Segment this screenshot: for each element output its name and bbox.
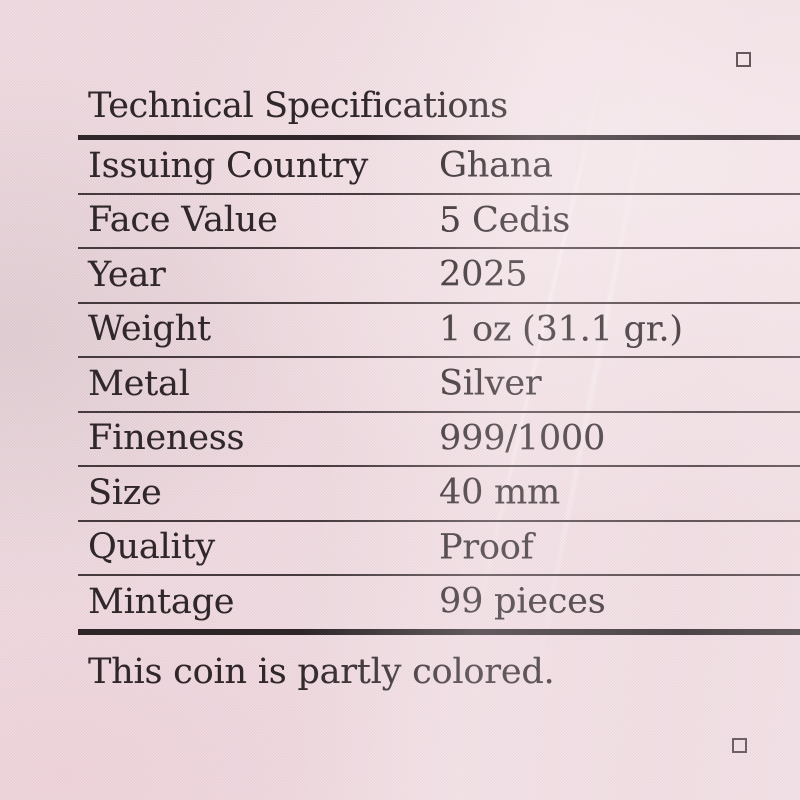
spec-table-row: Year 2025 xyxy=(78,249,800,304)
spec-label: Year xyxy=(88,254,166,295)
spec-table-row: Size 40 mm xyxy=(78,467,800,522)
spec-table-body: Issuing Country Ghana Face Value 5 Cedis… xyxy=(78,140,800,629)
square-outline-mark-icon xyxy=(736,52,751,67)
spec-value: Silver xyxy=(439,363,542,404)
spec-label: Fineness xyxy=(88,418,245,459)
spec-table: Issuing Country Ghana Face Value 5 Cedis… xyxy=(78,135,800,635)
spec-table-row: Mintage 99 pieces xyxy=(78,576,800,629)
spec-table-row: Quality Proof xyxy=(78,522,800,576)
spec-label: Metal xyxy=(88,363,190,404)
spec-label: Mintage xyxy=(88,581,235,622)
spec-table-row: Weight 1 oz (31.1 gr.) xyxy=(78,304,800,358)
spec-table-row: Fineness 999/1000 xyxy=(78,413,800,467)
spec-value: 999/1000 xyxy=(439,418,606,459)
spec-table-row: Metal Silver xyxy=(78,358,800,413)
spec-value: Proof xyxy=(439,527,534,568)
spec-label: Size xyxy=(88,472,162,513)
spec-value: 40 mm xyxy=(439,472,561,513)
spec-table-row: Issuing Country Ghana xyxy=(78,140,800,195)
spec-table-row: Face Value 5 Cedis xyxy=(78,195,800,249)
spec-value: 1 oz (31.1 gr.) xyxy=(439,309,683,350)
spec-value: 2025 xyxy=(439,254,528,295)
spec-value: Ghana xyxy=(439,145,553,186)
spec-label: Issuing Country xyxy=(88,145,369,186)
page-title: Technical Specifications xyxy=(88,86,508,126)
spec-section: Technical Specifications Issuing Country… xyxy=(78,84,800,692)
spec-value: 99 pieces xyxy=(439,581,606,622)
spec-value: 5 Cedis xyxy=(439,200,571,241)
spec-label: Weight xyxy=(88,309,211,350)
spec-label: Quality xyxy=(88,527,215,568)
spec-label: Face Value xyxy=(88,200,278,241)
coin-color-note: This coin is partly colored. xyxy=(88,651,555,692)
square-outline-mark-icon xyxy=(732,738,747,753)
